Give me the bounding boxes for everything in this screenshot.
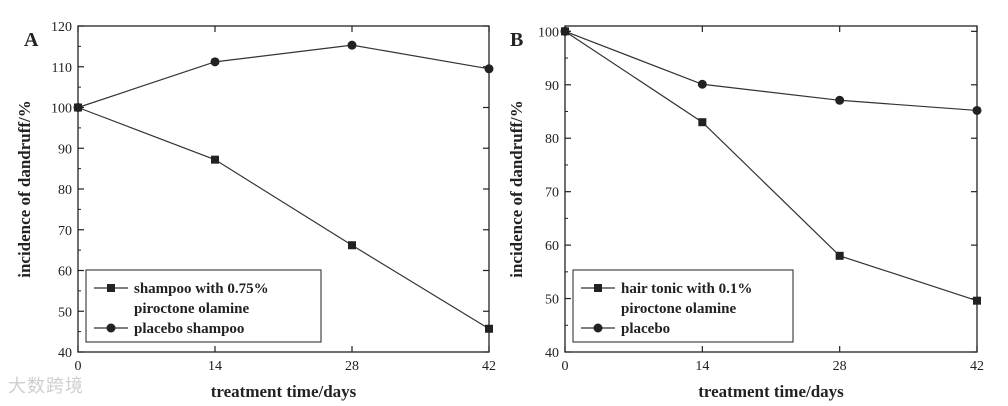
data-point-square bbox=[973, 296, 981, 305]
y-tick-label: 80 bbox=[58, 183, 72, 198]
y-tick-label: 90 bbox=[545, 79, 559, 94]
legend-marker-circle bbox=[593, 323, 603, 333]
legend-marker-square bbox=[594, 284, 602, 292]
y-tick-label: 50 bbox=[545, 293, 559, 308]
panel-letter: A bbox=[24, 29, 39, 51]
y-tick-label: 100 bbox=[51, 102, 72, 117]
series-line-square bbox=[77, 106, 490, 330]
legend-label: hair tonic with 0.1% bbox=[621, 281, 752, 297]
x-tick-label: 0 bbox=[75, 359, 82, 374]
y-tick-label: 50 bbox=[58, 305, 72, 320]
y-tick-label: 60 bbox=[545, 239, 559, 254]
data-point-square bbox=[835, 251, 844, 260]
x-tick-label: 28 bbox=[345, 359, 359, 374]
y-tick-label: 70 bbox=[58, 224, 72, 239]
x-tick-label: 14 bbox=[695, 359, 709, 374]
legend-label: shampoo with 0.75% bbox=[134, 281, 269, 297]
series-line-circle bbox=[77, 44, 490, 109]
legend-label-line2: piroctone olamine bbox=[134, 301, 249, 317]
legend-label: placebo shampoo bbox=[134, 321, 244, 337]
y-axis-label: incidence of dandruff/% bbox=[15, 100, 34, 278]
x-tick-label: 0 bbox=[562, 359, 569, 374]
y-tick-label: 40 bbox=[58, 346, 72, 361]
series-line-square bbox=[564, 30, 978, 302]
plot-frame bbox=[564, 25, 978, 353]
legend-label-line2: piroctone olamine bbox=[621, 301, 736, 317]
y-tick-label: 80 bbox=[545, 132, 559, 147]
data-point-circle bbox=[347, 40, 357, 50]
x-tick-label: 42 bbox=[482, 359, 496, 374]
panel-letter: B bbox=[510, 29, 523, 51]
watermark-text: 大数跨境 bbox=[8, 376, 84, 397]
y-tick-label: 60 bbox=[58, 265, 72, 280]
y-tick-label: 90 bbox=[58, 142, 72, 157]
legend-marker-square bbox=[107, 284, 115, 292]
data-point-circle bbox=[697, 79, 707, 89]
x-tick-label: 28 bbox=[833, 359, 847, 374]
data-point-circle bbox=[972, 105, 982, 115]
data-point-square bbox=[485, 324, 493, 333]
data-point-square bbox=[698, 118, 707, 127]
y-tick-label: 100 bbox=[538, 25, 559, 40]
data-point-circle bbox=[73, 103, 83, 112]
legend-box bbox=[85, 269, 322, 343]
legend-label: placebo bbox=[621, 321, 670, 337]
x-axis-label: treatment time/days bbox=[211, 382, 357, 401]
x-tick-label: 42 bbox=[970, 359, 984, 374]
chart-panel-b: 0 14 28 42 40 50 60 70 80 90 100 treatment time/day… bbox=[507, 25, 984, 401]
chart-panel-a: 0 14 28 42 40 50 60 70 80 90 100 110 120 treatment ti… bbox=[15, 20, 496, 401]
data-point-circle bbox=[560, 26, 570, 36]
y-tick-label: 40 bbox=[545, 346, 559, 361]
series-line-circle bbox=[564, 30, 978, 112]
y-axis-label: incidence of dandruff/% bbox=[507, 100, 526, 278]
x-axis-label: treatment time/days bbox=[698, 382, 844, 401]
data-point-square bbox=[211, 155, 219, 164]
legend-marker-circle bbox=[106, 323, 116, 333]
y-tick-label: 110 bbox=[52, 61, 72, 76]
data-point-circle bbox=[835, 95, 845, 105]
data-point-circle bbox=[210, 57, 220, 67]
x-tick-label: 14 bbox=[208, 359, 222, 374]
data-point-circle bbox=[484, 64, 494, 74]
y-tick-label: 120 bbox=[51, 20, 72, 35]
data-point-square bbox=[348, 241, 356, 250]
legend-box bbox=[572, 269, 794, 343]
y-tick-label: 70 bbox=[545, 186, 559, 201]
